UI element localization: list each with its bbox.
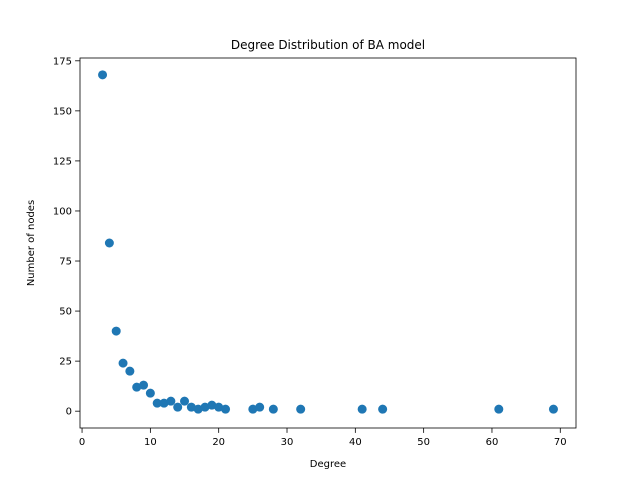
y-axis-title: Number of nodes — [26, 200, 37, 286]
data-point-9 — [159, 398, 169, 408]
data-point-19 — [248, 404, 258, 414]
x-tick-label: 0 — [79, 437, 85, 448]
data-point-17 — [214, 402, 224, 412]
x-tick-label: 30 — [281, 437, 294, 448]
y-tick-label: 150 — [53, 106, 72, 117]
data-point-4 — [125, 366, 135, 376]
y-tick-label: 0 — [66, 407, 72, 418]
data-point-26 — [548, 404, 558, 414]
data-point-15 — [200, 402, 210, 412]
points-layer — [98, 70, 558, 414]
y-tick-label: 125 — [53, 156, 72, 167]
data-point-20 — [255, 402, 265, 412]
plot-frame — [79, 57, 577, 429]
data-point-10 — [166, 396, 176, 406]
data-point-0 — [98, 70, 108, 80]
data-point-25 — [494, 404, 504, 414]
x-tick-label: 50 — [417, 437, 430, 448]
data-point-12 — [180, 396, 190, 406]
data-point-3 — [118, 358, 128, 368]
chart-title: Degree Distribution of BA model — [231, 38, 425, 52]
y-tick-label: 50 — [59, 307, 72, 318]
x-tick-label: 40 — [349, 437, 362, 448]
y-tick-label: 25 — [59, 357, 72, 368]
data-point-18 — [221, 404, 231, 414]
data-point-14 — [193, 404, 203, 414]
y-axis: 0 25 50 75 100 125 150 175 — [53, 56, 80, 418]
data-point-1 — [104, 238, 114, 248]
x-tick-label: 20 — [212, 437, 225, 448]
data-point-13 — [186, 402, 196, 412]
data-point-5 — [132, 382, 142, 392]
x-axis-title: Degree — [310, 459, 346, 470]
data-point-23 — [357, 404, 367, 414]
x-tick-label: 60 — [486, 437, 499, 448]
y-tick-label: 175 — [53, 56, 72, 67]
y-tick-label: 75 — [59, 257, 72, 268]
data-point-16 — [207, 400, 217, 410]
x-tick-label: 70 — [554, 437, 567, 448]
data-point-11 — [173, 402, 183, 412]
data-point-8 — [152, 398, 162, 408]
data-point-21 — [268, 404, 278, 414]
y-tick-label: 100 — [53, 206, 72, 217]
data-point-6 — [139, 380, 149, 390]
data-point-22 — [296, 404, 306, 414]
data-point-2 — [111, 326, 121, 336]
x-tick-label: 10 — [144, 437, 157, 448]
x-axis: 0 10 20 30 40 50 60 70 — [79, 428, 567, 448]
data-point-7 — [145, 388, 155, 398]
data-point-24 — [378, 404, 388, 414]
